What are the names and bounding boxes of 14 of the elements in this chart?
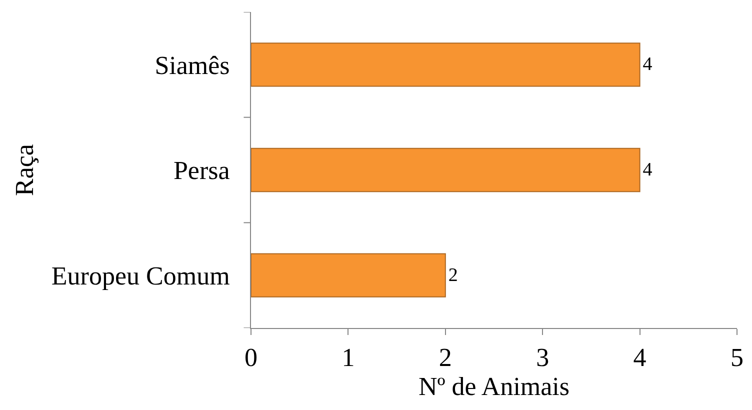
x-tick-label: 0 — [244, 343, 258, 372]
x-tick-label: 3 — [536, 343, 550, 372]
y-tick-label: Siamês — [154, 50, 230, 80]
x-tick-label: 4 — [633, 343, 646, 372]
x-axis-title: Nº de Animais — [418, 372, 570, 402]
y-axis-title: Raça — [10, 144, 39, 196]
y-tick-label: Europeu Comum — [51, 261, 230, 290]
data-label: 2 — [448, 264, 458, 286]
x-tick-label: 2 — [438, 343, 452, 372]
data-label: 4 — [642, 160, 653, 180]
x-tick-label: 1 — [342, 343, 355, 372]
x-tick-label: 5 — [730, 343, 744, 372]
data-label: 4 — [642, 54, 653, 76]
y-tick-label: Persa — [173, 156, 230, 186]
